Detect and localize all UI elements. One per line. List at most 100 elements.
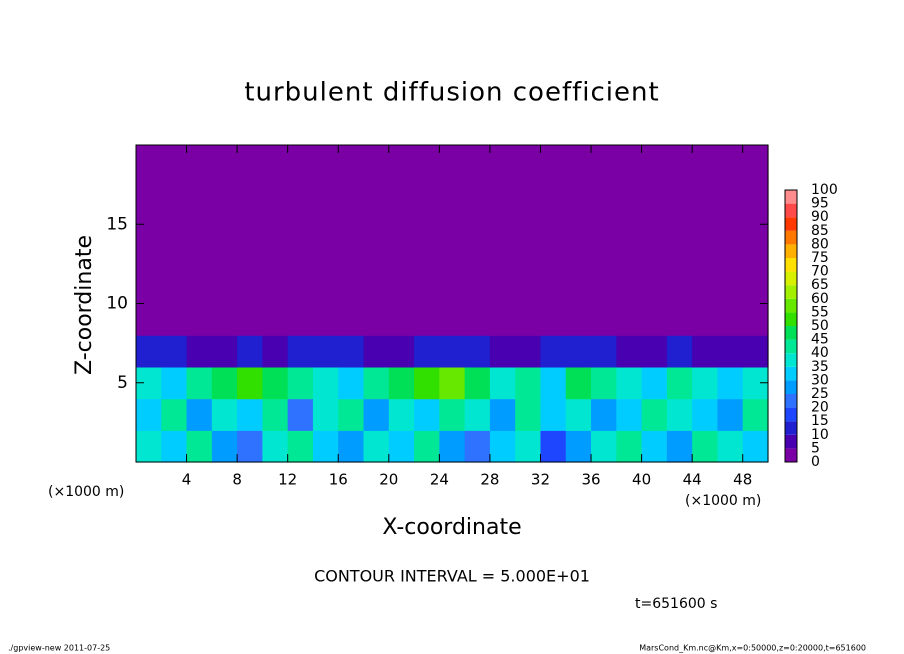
heat-cell: [414, 145, 440, 178]
heat-cell: [414, 430, 440, 463]
heat-cell: [666, 366, 693, 400]
heat-cell: [262, 366, 289, 400]
colorbar-label: 90: [811, 209, 829, 225]
heat-cell: [161, 271, 188, 305]
heat-cell: [666, 271, 693, 305]
heat-cell: [237, 271, 263, 305]
heat-cell: [414, 366, 440, 400]
heat-cell: [489, 208, 516, 241]
heat-cell: [742, 271, 769, 305]
colorbar-cell: [785, 285, 797, 299]
heat-cell: [489, 335, 516, 368]
heat-cell: [388, 366, 415, 400]
heat-cell: [439, 303, 466, 336]
heat-cell: [161, 430, 188, 463]
heat-cell: [388, 271, 415, 305]
heat-cell: [540, 398, 567, 431]
heat-cell: [414, 176, 440, 209]
colorbar-cell: [785, 353, 797, 367]
heat-cell: [692, 335, 719, 368]
heat-cell: [338, 398, 365, 431]
heat-cell: [692, 145, 719, 178]
heat-cell: [616, 208, 643, 241]
heat-cell: [211, 271, 238, 305]
heat-cell: [388, 398, 415, 431]
heat-cell: [515, 398, 542, 431]
heat-cell: [717, 303, 744, 336]
heat-cell: [489, 176, 516, 209]
heat-cell: [161, 335, 188, 368]
colorbar-cell: [785, 244, 797, 258]
heat-cell: [287, 430, 314, 463]
heat-cell: [338, 303, 365, 336]
heat-cell: [641, 398, 668, 431]
x-tick-label: 44: [683, 471, 702, 489]
colorbar-cell: [785, 312, 797, 326]
heat-cell: [515, 208, 542, 241]
heat-cell: [616, 303, 643, 336]
heat-cell: [515, 430, 542, 463]
heat-cell: [591, 335, 617, 368]
heat-cell: [287, 335, 314, 368]
heat-cell: [692, 271, 719, 305]
heat-cell: [742, 145, 769, 178]
y-tick-label: 15: [106, 214, 128, 234]
footer-left: ./gpview-new 2011-07-25: [8, 644, 110, 653]
colorbar-cell: [785, 394, 797, 408]
heat-cell: [287, 145, 314, 178]
heat-cell: [262, 303, 289, 336]
y-axis-label: Z-coordinate: [72, 235, 97, 375]
heat-cell: [464, 271, 491, 305]
colorbar-label: 30: [811, 372, 829, 388]
colorbar-cell: [785, 434, 797, 449]
heat-cell: [489, 398, 516, 431]
heat-cell: [262, 398, 289, 431]
heat-cell: [692, 366, 719, 400]
heat-cell: [388, 240, 415, 273]
heat-cell: [641, 240, 668, 273]
heat-cell: [641, 366, 668, 400]
heat-cell: [540, 430, 567, 463]
heat-cell: [464, 303, 491, 336]
heat-cell: [641, 145, 668, 178]
heat-cell: [262, 176, 289, 209]
heat-cell: [136, 430, 162, 463]
heat-cell: [717, 240, 744, 273]
heat-cell: [515, 240, 542, 273]
x-tick-label: 16: [329, 471, 348, 489]
heat-cell: [717, 176, 744, 209]
heat-cell: [439, 240, 466, 273]
heat-cell: [237, 303, 263, 336]
heat-cell: [388, 303, 415, 336]
colorbar-cell: [785, 217, 797, 231]
heat-cell: [136, 335, 162, 368]
heat-cell: [186, 145, 213, 178]
heat-cell: [692, 303, 719, 336]
x-unit-label: (×1000 m): [48, 484, 124, 500]
heat-cell: [489, 240, 516, 273]
heat-cell: [211, 240, 238, 273]
heat-cell: [237, 240, 263, 273]
heat-cell: [717, 145, 744, 178]
heat-cell: [338, 366, 365, 400]
heat-cell: [363, 145, 390, 178]
heat-cell: [717, 335, 744, 368]
heat-cell: [692, 176, 719, 209]
x-tick-label: 36: [581, 471, 600, 489]
colorbar-label: 60: [811, 291, 829, 307]
heat-cell: [262, 145, 289, 178]
heat-cell: [211, 398, 238, 431]
heat-cell: [565, 398, 592, 431]
colorbar-frame: [784, 189, 798, 463]
heat-cell: [489, 271, 516, 305]
heat-cell: [565, 208, 592, 241]
heat-cell: [287, 240, 314, 273]
heat-cell: [565, 176, 592, 209]
colorbar-label: 10: [811, 427, 829, 443]
heat-cell: [211, 145, 238, 178]
heat-cell: [211, 176, 238, 209]
colorbar-label: 80: [811, 236, 829, 252]
heat-cell: [287, 398, 314, 431]
heat-cell: [262, 240, 289, 273]
